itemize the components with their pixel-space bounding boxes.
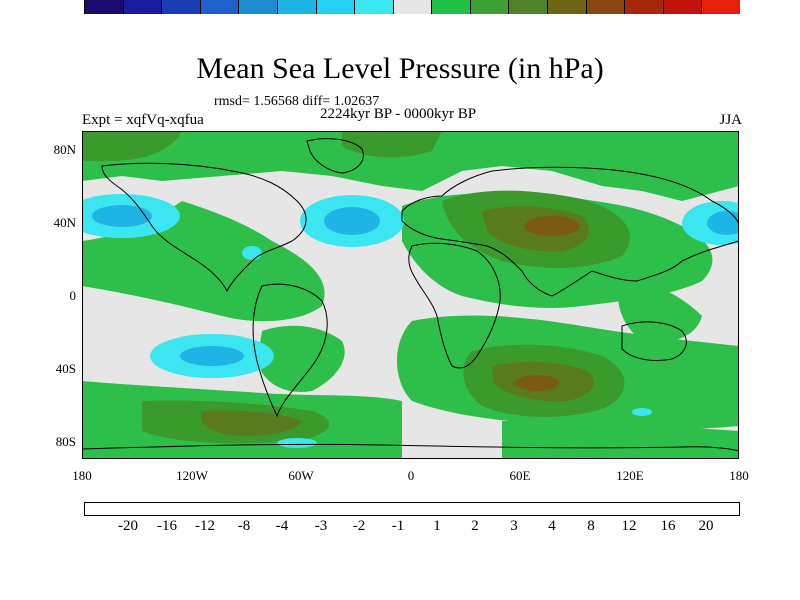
- lat-label-80s: 80S: [55, 434, 76, 449]
- lat-label-40n: 40N: [53, 215, 76, 230]
- coastlines: [82, 138, 739, 452]
- experiment-label: Expt = xqfVq-xqfua: [82, 112, 204, 128]
- colorbar-swatch: [161, 0, 201, 14]
- colorbar-swatch: [276, 0, 317, 14]
- legend-label: 20: [698, 518, 714, 534]
- legend-label: -3: [314, 518, 328, 534]
- lon-label-120w: 120W: [176, 468, 208, 483]
- positive-anomaly-4-8: [515, 216, 580, 391]
- season-label: JJA: [719, 112, 742, 128]
- lon-label-60e: 60E: [509, 468, 531, 483]
- colorbar-swatch: [431, 0, 471, 14]
- lon-label-60w: 60W: [288, 468, 314, 483]
- plot-title: Mean Sea Level Pressure (in hPa): [196, 52, 604, 85]
- lon-label-180w: 180: [72, 468, 92, 483]
- colorbar-swatch: [624, 0, 664, 14]
- colorbar-swatch: [662, 0, 702, 14]
- colorbar-swatch: [508, 0, 548, 14]
- colorbar-swatch: [199, 0, 239, 14]
- colorbar-outline: [84, 502, 740, 516]
- legend-label: 12: [621, 518, 637, 534]
- colorbar-swatch: [547, 0, 587, 14]
- lat-label-80n: 80N: [53, 142, 76, 157]
- legend-label: 3: [510, 518, 518, 534]
- rmsd-diff-text: rmsd= 1.56568 diff= 1.02637: [214, 94, 380, 109]
- legend-label: -20: [118, 518, 138, 534]
- colorbar-swatch: [315, 0, 355, 14]
- positive-anomaly-1-2: [82, 131, 739, 459]
- legend-label: 16: [660, 518, 676, 534]
- colorbar-swatch: [84, 0, 124, 14]
- lat-label-40s: 40S: [55, 361, 76, 376]
- colorbar-swatch: [469, 0, 509, 14]
- legend-label: -16: [157, 518, 177, 534]
- colorbar-swatch: [122, 0, 162, 14]
- legend-label: -4: [275, 518, 289, 534]
- legend-label: 1: [433, 518, 441, 534]
- lon-label-0: 0: [407, 468, 415, 483]
- lon-label-120e: 120E: [616, 468, 644, 483]
- legend-label: -2: [352, 518, 366, 534]
- pressure-anomaly-map: [82, 131, 739, 459]
- legend-label: 2: [471, 518, 479, 534]
- colorbar-swatch: [585, 0, 625, 14]
- lon-label-180e: 180: [729, 468, 749, 483]
- legend-label: -12: [195, 518, 215, 534]
- lat-label-0: 0: [69, 288, 77, 303]
- legend-label: 8: [587, 518, 595, 534]
- legend-label: -1: [391, 518, 405, 534]
- period-text: 2224kyr BP - 0000kyr BP: [320, 106, 477, 122]
- negative-anomaly-2-3: [92, 205, 739, 366]
- colorbar-swatch: [354, 0, 394, 14]
- legend-label: -8: [237, 518, 251, 534]
- colorbar-swatch: [701, 0, 741, 14]
- map-frame: [82, 131, 739, 459]
- legend-label: 4: [548, 518, 556, 534]
- colorbar-swatch: [238, 0, 278, 14]
- colorbar-swatch: [392, 0, 432, 14]
